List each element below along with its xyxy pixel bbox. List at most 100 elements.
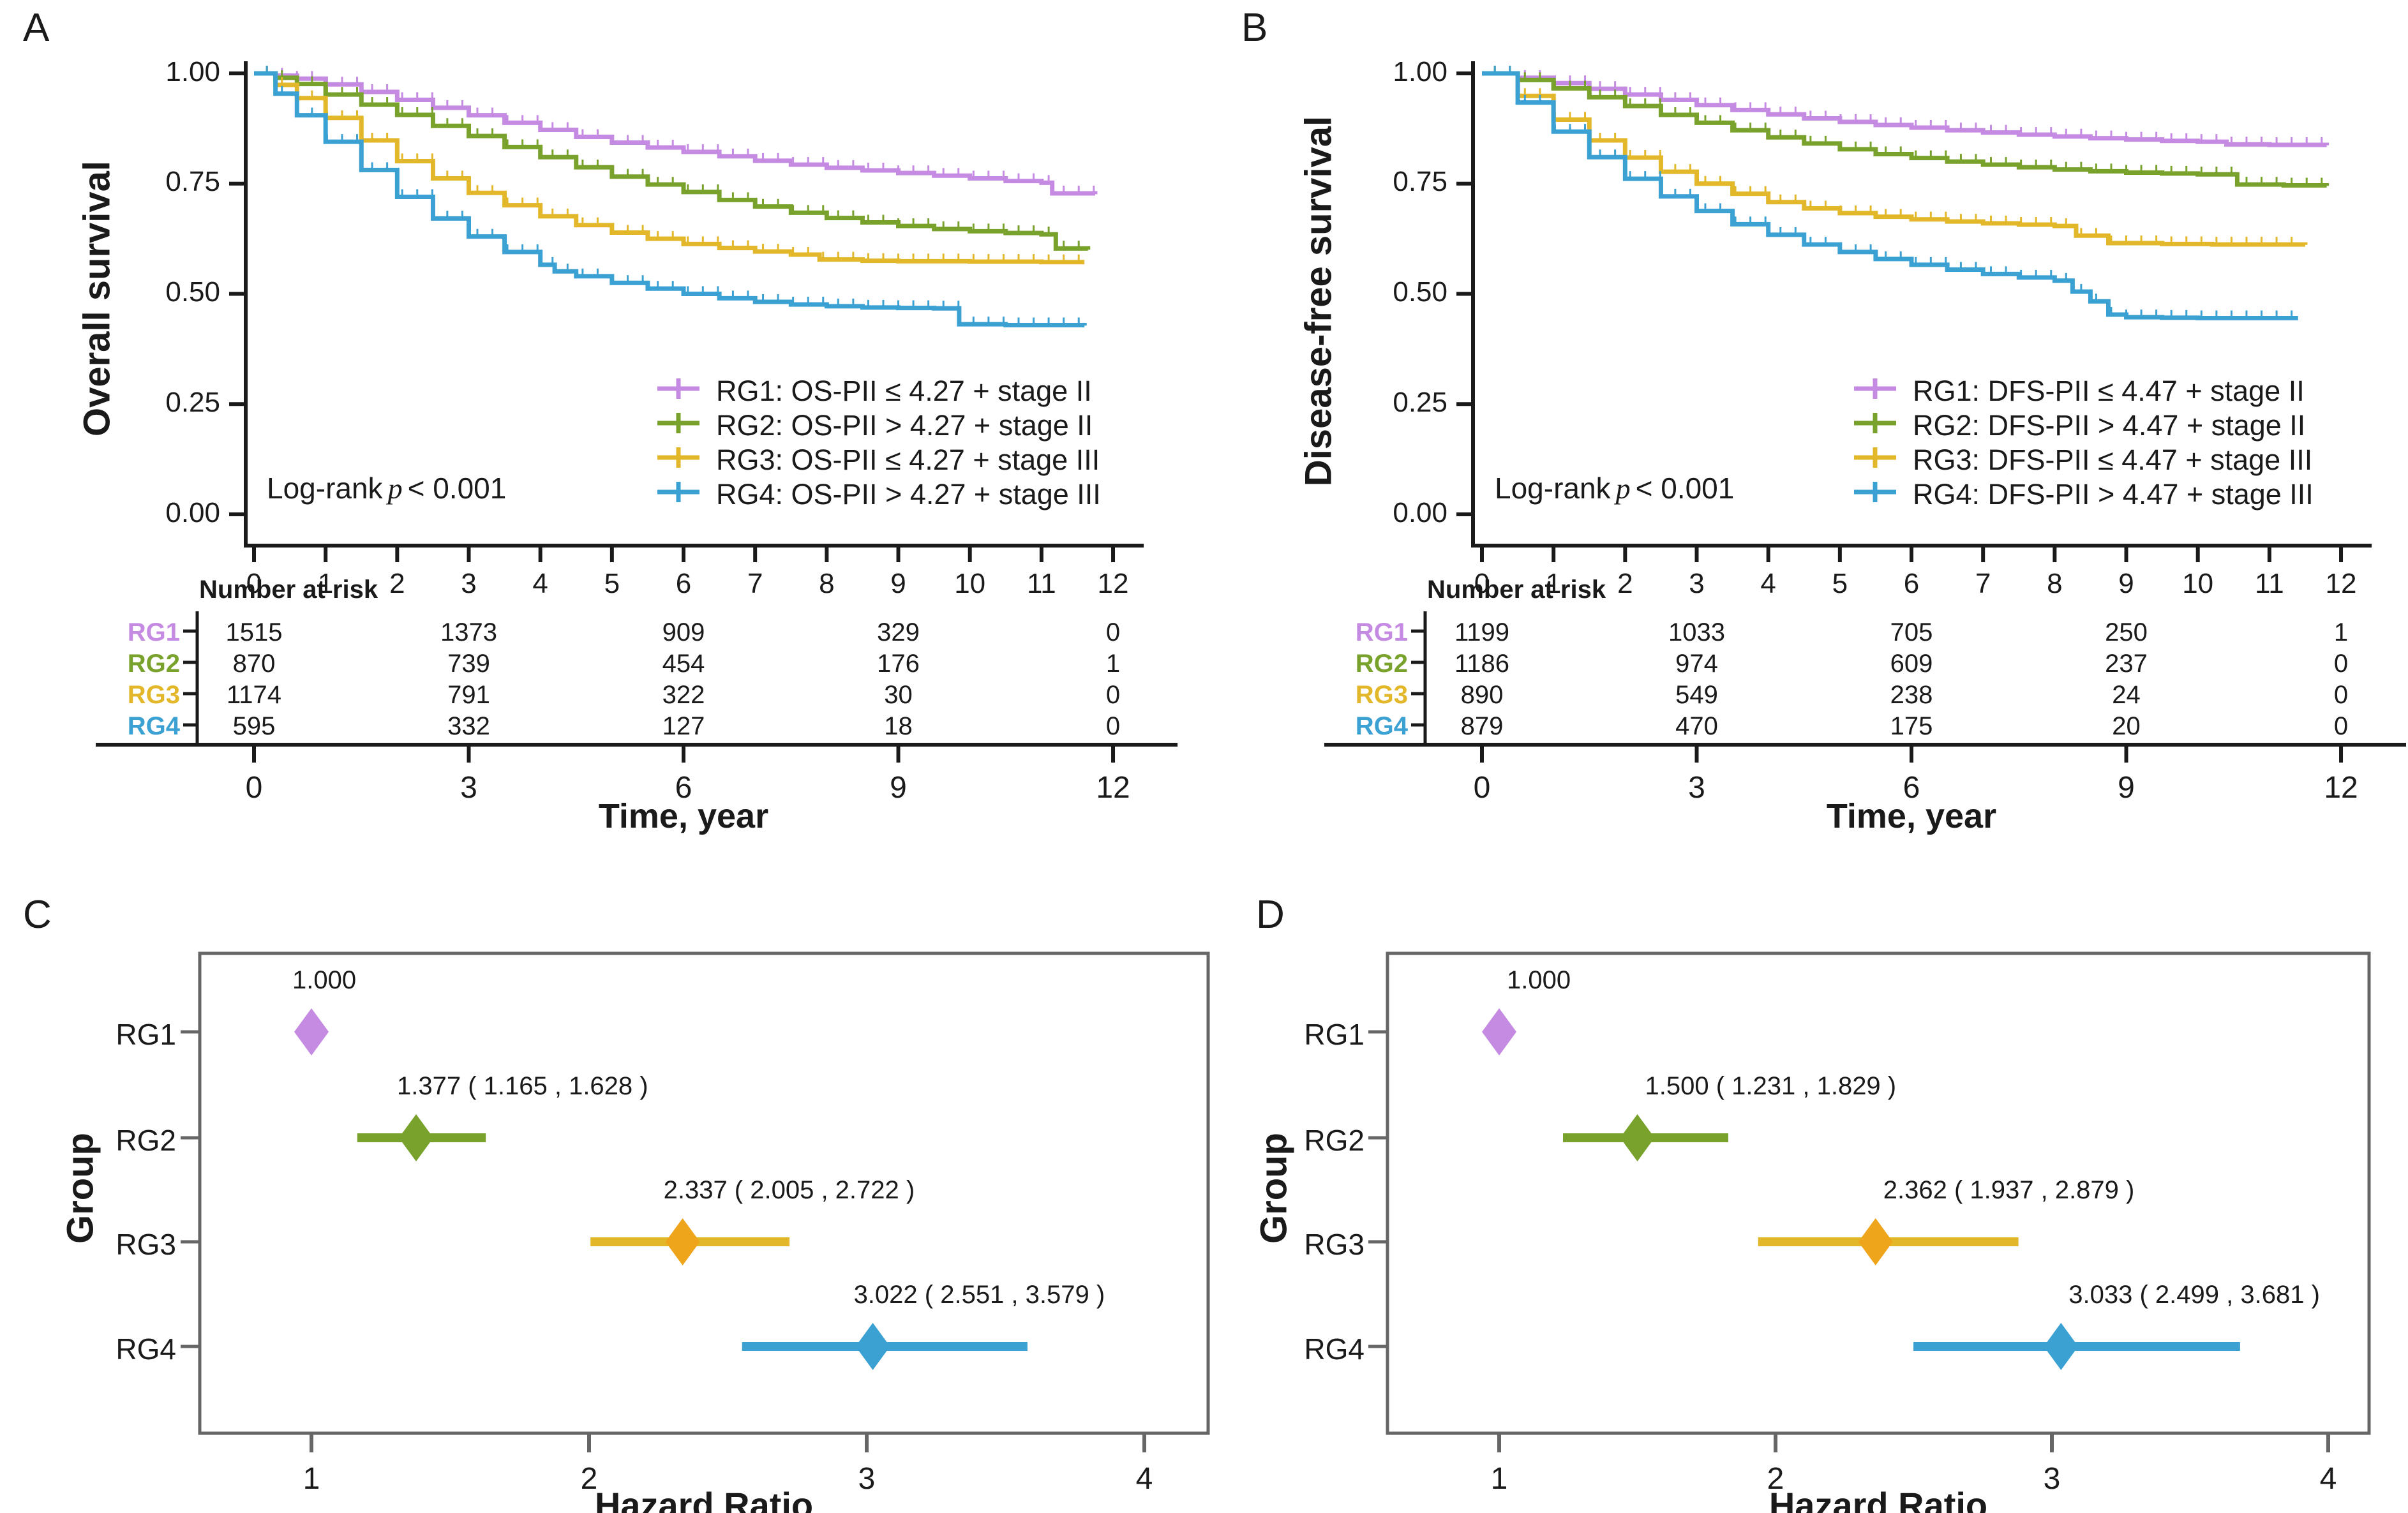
legend-item-label: RG2: OS-PII > 4.27 + stage II [716,409,1093,442]
risk-count-value: 238 [1890,681,1933,710]
km-y-tick-label: 0.50 [165,276,220,308]
risk-count-value: 470 [1675,712,1718,741]
risk-count-value: 176 [877,650,920,678]
risk-x-tick-label: 0 [1473,771,1491,805]
km-x-tick-label: 6 [1903,567,1920,599]
risk-count-value: 974 [1675,650,1718,678]
risk-count-value: 30 [884,681,913,710]
forest-hr-annotation: 2.362 ( 1.937 , 2.879 ) [1883,1176,2135,1205]
km-x-tick-label: 8 [2047,567,2063,599]
forest-hr-annotation: 3.022 ( 2.551 , 3.579 ) [853,1281,1105,1309]
km-x-tick-label: 6 [675,567,692,599]
risk-x-tick-label: 9 [890,771,907,805]
risk-x-tick-label: 12 [2324,771,2358,805]
risk-count-value: 0 [2333,681,2349,710]
risk-count-value: 705 [1890,618,1933,647]
risk-x-tick-label: 3 [460,771,477,805]
km-x-tick-label: 0 [1474,567,1490,599]
km-x-tick-label: 0 [246,567,262,599]
km-x-tick-label: 7 [747,567,763,599]
panel-b-label: B [1241,6,1268,50]
km-curve-rg2 [1482,71,2329,188]
panel-d-y-axis-title: Group [1253,1133,1295,1244]
risk-count-value: 332 [447,712,490,741]
km-curve-rg4 [1482,71,2298,321]
km-curve-rg1 [254,71,1098,196]
logrank-prefix: Log-rank [1495,472,1611,505]
logrank-p-symbol: p [387,472,403,505]
panel-b-y-axis-title: Disease-free survival [1297,116,1340,487]
km-x-tick-label: 9 [890,567,906,599]
risk-count-value: 791 [447,681,490,710]
legend-item-label: RG4: OS-PII > 4.27 + stage III [716,478,1101,511]
forest-plot-border [198,951,1210,1435]
legend-item-label: RG3: OS-PII ≤ 4.27 + stage III [716,443,1100,477]
risk-x-tick-label: 12 [1096,771,1130,805]
km-x-tick-label: 10 [2182,567,2214,599]
risk-x-tick-label: 6 [1903,771,1920,805]
km-x-tick-label: 10 [954,567,986,599]
forest-row-group-label: RG1 [1304,1018,1365,1052]
forest-hr-diamond [2044,1323,2079,1370]
forest-row-group-label: RG2 [116,1124,176,1158]
panel-c-label: C [23,893,52,937]
km-x-tick-label: 12 [2325,567,2357,599]
forest-x-tick-label: 3 [858,1462,876,1496]
risk-row-group-label: RG3 [1355,681,1408,710]
risk-count-value: 0 [2333,712,2349,741]
panel-a-label: A [23,6,50,50]
forest-x-tick-label: 2 [580,1462,598,1496]
risk-row-group-label: RG4 [1355,712,1408,741]
risk-count-value: 879 [1460,712,1504,741]
panel-a-logrank-annotation: Log-rank p < 0.001 [267,471,506,505]
forest-hr-diamond [855,1323,890,1370]
risk-count-value: 1 [2333,618,2349,647]
km-y-tick-label: 0.00 [165,496,220,528]
risk-count-value: 549 [1675,681,1718,710]
panel-b-x-axis-title: Time, year [1826,797,1997,835]
km-x-tick-label: 4 [532,567,548,599]
km-x-tick-label: 9 [2118,567,2134,599]
risk-count-value: 18 [884,712,913,741]
km-x-tick-label: 3 [1689,567,1705,599]
forest-x-tick-label: 1 [303,1462,320,1496]
risk-count-value: 1186 [1454,650,1510,678]
forest-row-group-label: RG3 [1304,1228,1365,1262]
forest-row-group-label: RG2 [1304,1124,1365,1158]
forest-hr-annotation: 1.000 [1507,966,1571,995]
forest-x-tick-label: 1 [1490,1462,1508,1496]
risk-count-value: 1 [1105,650,1121,678]
forest-hr-annotation: 1.000 [292,966,357,995]
risk-count-value: 0 [2333,650,2349,678]
logrank-value: < 0.001 [1635,472,1735,505]
km-x-tick-label: 11 [1027,567,1056,599]
risk-count-value: 0 [1105,712,1121,741]
km-x-tick-label: 5 [604,567,620,599]
forest-hr-annotation: 2.337 ( 2.005 , 2.722 ) [663,1176,915,1205]
km-x-tick-label: 4 [1760,567,1776,599]
risk-x-tick-label: 0 [245,771,263,805]
risk-count-value: 454 [662,650,705,678]
km-y-tick-label: 0.75 [1393,166,1447,198]
forest-hr-diamond [665,1218,700,1265]
panel-b-logrank-annotation: Log-rank p < 0.001 [1495,471,1734,505]
forest-row-group-label: RG3 [116,1228,176,1262]
risk-x-tick-label: 9 [2118,771,2135,805]
risk-count-value: 250 [2105,618,2148,647]
km-x-tick-label: 8 [819,567,835,599]
risk-row-group-label: RG1 [127,618,180,647]
km-y-tick-label: 1.00 [1393,56,1447,87]
risk-x-tick-label: 3 [1688,771,1705,805]
forest-hr-annotation: 1.377 ( 1.165 , 1.628 ) [396,1072,648,1101]
forest-row-group-label: RG4 [1304,1332,1365,1366]
forest-hr-annotation: 1.500 ( 1.231 , 1.829 ) [1645,1072,1897,1101]
km-x-tick-label: 11 [2255,567,2284,599]
risk-count-value: 1199 [1454,618,1510,647]
forest-x-tick-label: 3 [2043,1462,2061,1496]
risk-count-value: 329 [877,618,920,647]
risk-count-value: 1515 [225,618,283,647]
km-curve-rg4 [254,71,1087,328]
risk-count-value: 1033 [1668,618,1725,647]
risk-count-value: 0 [1105,618,1121,647]
